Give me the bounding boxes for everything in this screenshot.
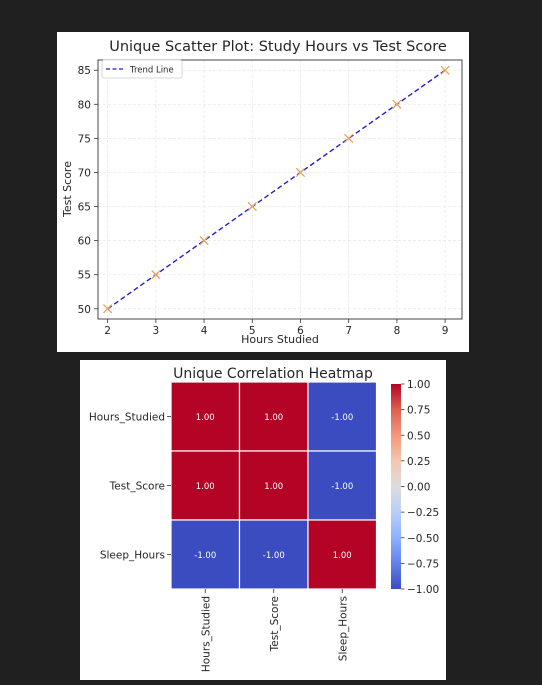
legend-trend-line-label: Trend Line [129, 66, 174, 76]
scatter-point [392, 99, 402, 109]
scatter-chart: Unique Scatter Plot: Study Hours vs Test… [61, 39, 463, 346]
x-tick-label: 9 [442, 325, 449, 337]
heatmap-column-labels: Hours_Studied Test_Score Sleep_Hours [200, 589, 349, 672]
legend: Trend Line [101, 59, 183, 79]
x-tick-label: 3 [153, 325, 160, 337]
scatter-plot-frame [97, 59, 463, 320]
scatter-point [344, 133, 354, 144]
y-tick-label: 70 [78, 167, 91, 179]
scatter-title: Unique Scatter Plot: Study Hours vs Test… [109, 39, 447, 55]
y-tick-label: 60 [78, 236, 91, 248]
x-tick-label: 2 [104, 325, 111, 337]
x-tick-label: 7 [345, 325, 352, 337]
scatter-point [247, 201, 257, 212]
trend-line-layer [107, 69, 446, 310]
heatmap-chart-panel: Unique Correlation Heatmap 1.00 1.00 -1.00… [80, 360, 446, 680]
heatmap-cell-value: -1.00 [331, 482, 353, 492]
colorbar-tick-label: −1.00 [407, 584, 439, 596]
colorbar-tick-label: −0.25 [407, 507, 439, 519]
colorbar [391, 384, 401, 589]
scatter-point [440, 65, 450, 75]
y-tick-label: 55 [78, 270, 91, 282]
heatmap-row-label: Sleep_Hours [100, 550, 165, 562]
scatter-grid [98, 60, 462, 319]
heatmap-row-label: Hours_Studied [89, 412, 165, 424]
scatter-point-stroke [199, 235, 209, 246]
heatmap-title: Unique Correlation Heatmap [173, 366, 373, 382]
scatter-point [151, 270, 161, 280]
scatter-chart-panel: Unique Scatter Plot: Study Hours vs Test… [57, 32, 469, 352]
heatmap-column-label: Hours_Studied [200, 596, 212, 672]
y-axis-label: Test Score [61, 161, 74, 218]
scatter-point-stroke [295, 167, 306, 178]
y-tick-label: 50 [78, 304, 91, 316]
heatmap-cell-value: -1.00 [331, 413, 353, 423]
y-tick-label: 75 [78, 133, 91, 145]
heatmap-column-label: Test_Score [269, 596, 281, 652]
scatter-point [102, 304, 113, 314]
x-axis-label: Hours Studied [241, 333, 319, 346]
colorbar-tick-label: 0.50 [407, 430, 430, 442]
heatmap-cell-value: -1.00 [194, 551, 216, 561]
x-tick-label: 6 [297, 325, 304, 337]
colorbar-tick-label: 1.00 [407, 379, 430, 391]
trend-line [107, 69, 446, 310]
scatter-point-stroke [102, 304, 113, 314]
heatmap-cell-value: 1.00 [196, 482, 215, 492]
heatmap-cell-value: 1.00 [333, 551, 352, 561]
heatmap-cell-value: -1.00 [263, 551, 285, 561]
y-axis-ticks: 50 55 60 65 70 75 80 85 [78, 65, 98, 316]
heatmap-cells: 1.00 1.00 -1.00 1.00 1.00 -1.00 -1.00 -1.00 1.00 [170, 381, 378, 590]
scatter-point-stroke [392, 99, 402, 109]
scatter-point-stroke [344, 133, 354, 144]
heatmap-column-label: Sleep_Hours [337, 596, 349, 661]
colorbar-tick-label: −0.50 [407, 533, 439, 545]
y-tick-label: 85 [78, 65, 91, 77]
scatter-point-stroke [151, 270, 161, 280]
legend-box [101, 59, 183, 79]
colorbar-tick-label: 0.00 [407, 482, 430, 494]
y-tick-label: 80 [78, 99, 91, 111]
heatmap-cell [307, 519, 378, 590]
colorbar-ticks: 1.00 0.75 0.50 0.25 0.00 −0.25 −0.50 −0.75 −1.00 [401, 379, 439, 596]
x-tick-label: 8 [394, 325, 401, 337]
heatmap-row-labels: Hours_Studied Test_Score Sleep_Hours [89, 412, 171, 562]
x-tick-label: 5 [249, 325, 256, 337]
heatmap-cell-value: 1.00 [264, 413, 283, 423]
scatter-point [199, 235, 209, 246]
heatmap-cell [238, 381, 309, 452]
heatmap-row-label: Test_Score [109, 481, 165, 493]
heatmap-chart: Unique Correlation Heatmap 1.00 1.00 -1.00… [89, 366, 439, 672]
scatter-point-stroke [440, 65, 450, 75]
heatmap-cell [307, 450, 378, 521]
heatmap-cell-value: 1.00 [196, 413, 215, 423]
y-tick-label: 65 [78, 202, 91, 214]
scatter-points [102, 65, 450, 314]
heatmap-cell [170, 450, 241, 521]
colorbar-tick-label: 0.75 [407, 405, 430, 417]
colorbar-tick-label: −0.75 [407, 558, 439, 570]
heatmap-cell-value: 1.00 [264, 482, 283, 492]
heatmap-cell [238, 519, 309, 590]
scatter-point [295, 167, 306, 178]
scatter-point-stroke [247, 201, 257, 212]
x-tick-label: 4 [201, 325, 208, 337]
x-axis-ticks: 2 3 4 5 6 7 8 9 [104, 319, 448, 337]
colorbar-tick-label: 0.25 [407, 456, 430, 468]
